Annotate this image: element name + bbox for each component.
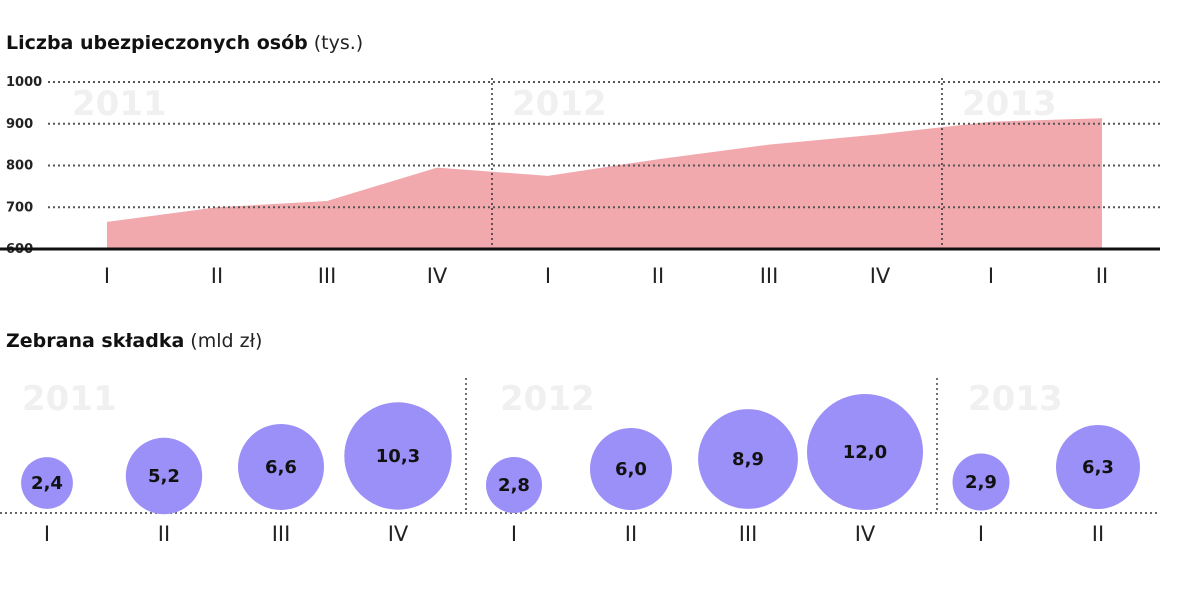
bubble-value-label: 6,0 xyxy=(615,459,647,480)
area-x-tick-label: I xyxy=(545,264,551,288)
area-x-tick-label: III xyxy=(760,264,779,288)
area-chart-title-main: Liczba ubezpieczonych osób xyxy=(6,32,308,54)
area-year-label: 2013 xyxy=(962,84,1057,124)
bubble-x-tick-label: II xyxy=(158,522,170,546)
area-x-tick-label: I xyxy=(104,264,110,288)
area-x-axis-ticks: I II III IV I II III IV I II xyxy=(104,264,1108,288)
bubble-marks: 2,4 5,2 6,6 10,3 2,8 6,0 8,9 12,0 2,9 6,3 xyxy=(21,394,1140,515)
bubble-value-label: 12,0 xyxy=(843,442,887,463)
area-series xyxy=(107,118,1102,249)
area-x-tick-label: III xyxy=(318,264,337,288)
area-y-tick-label: 1000 xyxy=(6,75,42,90)
bubble xyxy=(344,402,452,510)
area-y-tick-label: 700 xyxy=(6,200,33,215)
bubble-chart: 2011 2012 2013 2,4 5,2 6,610,32,86,0 8,9 12,02… xyxy=(0,378,1160,546)
bubble-x-tick-label: III xyxy=(272,522,291,546)
bubble-x-tick-label: II xyxy=(625,522,637,546)
bubble-year-label: 2011 xyxy=(22,379,117,419)
area-x-tick-label: II xyxy=(1096,264,1108,288)
bubble-x-tick-label: III xyxy=(739,522,758,546)
bubble-x-tick-label: I xyxy=(511,522,517,546)
bubble xyxy=(125,437,203,515)
bubble-year-label: 2013 xyxy=(968,379,1063,419)
area-year-label: 2012 xyxy=(512,84,607,124)
area-chart-title: Liczba ubezpieczonych osób (tys.) xyxy=(6,32,363,54)
bubble xyxy=(952,453,1010,511)
bubble-value-label: 8,9 xyxy=(732,449,764,470)
bubble-year-labels: 2011 2012 2013 xyxy=(22,379,1063,419)
bubble-x-tick-label: I xyxy=(978,522,984,546)
area-y-tick-label: 800 xyxy=(6,159,33,174)
area-gridlines xyxy=(48,81,1160,209)
bubble-value-label: 10,3 xyxy=(376,446,420,467)
bubble-x-axis-ticks: I II III IV I II III IV I II xyxy=(44,522,1104,546)
bubble-x-tick-label: IV xyxy=(388,522,409,546)
bubble-value-label: 2,9 xyxy=(965,472,997,493)
bubble xyxy=(21,457,73,509)
area-chart-title-unit: (tys.) xyxy=(314,32,363,54)
bubble-value-label: 2,8 xyxy=(498,475,530,496)
bubble-value-label: 2,4 xyxy=(31,473,63,494)
bubble-value-label: 6,6 xyxy=(265,457,297,478)
area-x-tick-label: IV xyxy=(870,264,891,288)
bubble-x-tick-label: I xyxy=(44,522,50,546)
area-x-tick-label: I xyxy=(988,264,994,288)
bubble-x-tick-label: II xyxy=(1092,522,1104,546)
bubble xyxy=(698,409,798,509)
bubble xyxy=(1056,425,1140,509)
area-y-tick-label: 900 xyxy=(6,117,33,132)
area-x-tick-label: II xyxy=(652,264,664,288)
bubble xyxy=(238,424,324,510)
area-year-label: 2011 xyxy=(72,84,167,124)
bubble xyxy=(590,428,672,510)
bubble-value-label: 5,2 xyxy=(148,466,180,487)
bubble-chart-title-main: Zebrana składka xyxy=(6,330,184,352)
bubble-year-label: 2012 xyxy=(500,379,595,419)
bubble-x-tick-label: IV xyxy=(855,522,876,546)
area-y-axis-ticks: 6007008009001000 xyxy=(6,75,42,257)
bubble-chart-title-unit: (mld zł) xyxy=(190,330,262,352)
bubble xyxy=(486,457,542,513)
area-x-tick-label: IV xyxy=(427,264,448,288)
area-year-labels: 2011 2012 2013 xyxy=(72,84,1057,124)
bubble xyxy=(807,394,923,510)
area-year-dividers xyxy=(491,78,943,249)
bubble-value-label: 6,3 xyxy=(1082,457,1114,478)
bubble-chart-title: Zebrana składka (mld zł) xyxy=(6,330,262,352)
area-x-tick-label: II xyxy=(211,264,223,288)
